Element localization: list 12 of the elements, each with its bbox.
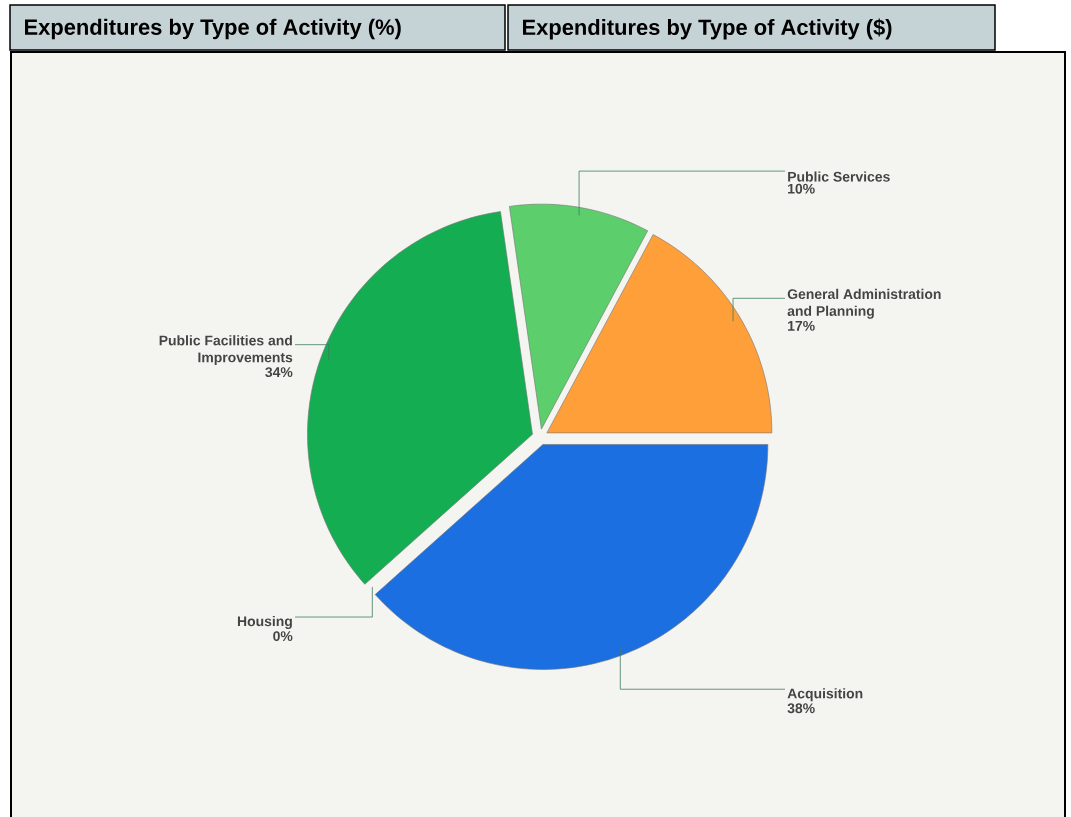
chart-subtitle: Expenditures by Type of Activity ($) — [522, 18, 892, 40]
chart-title: Expenditures by Type of Activity (%) — [25, 18, 401, 40]
slice-label: General Administration and Planning — [787, 288, 941, 319]
slice-label: Acquisition — [787, 688, 863, 702]
category-label: Housing — [237, 615, 292, 630]
text: 0% — [273, 631, 293, 642]
slice-label: Public Services — [788, 171, 890, 182]
slice-label: Public Facilities and Improvements — [159, 335, 293, 366]
data-label: 10% — [788, 183, 815, 194]
data-label: 38% — [787, 703, 815, 714]
data-label: 34% — [265, 367, 293, 378]
data-label: 17% — [788, 320, 815, 331]
